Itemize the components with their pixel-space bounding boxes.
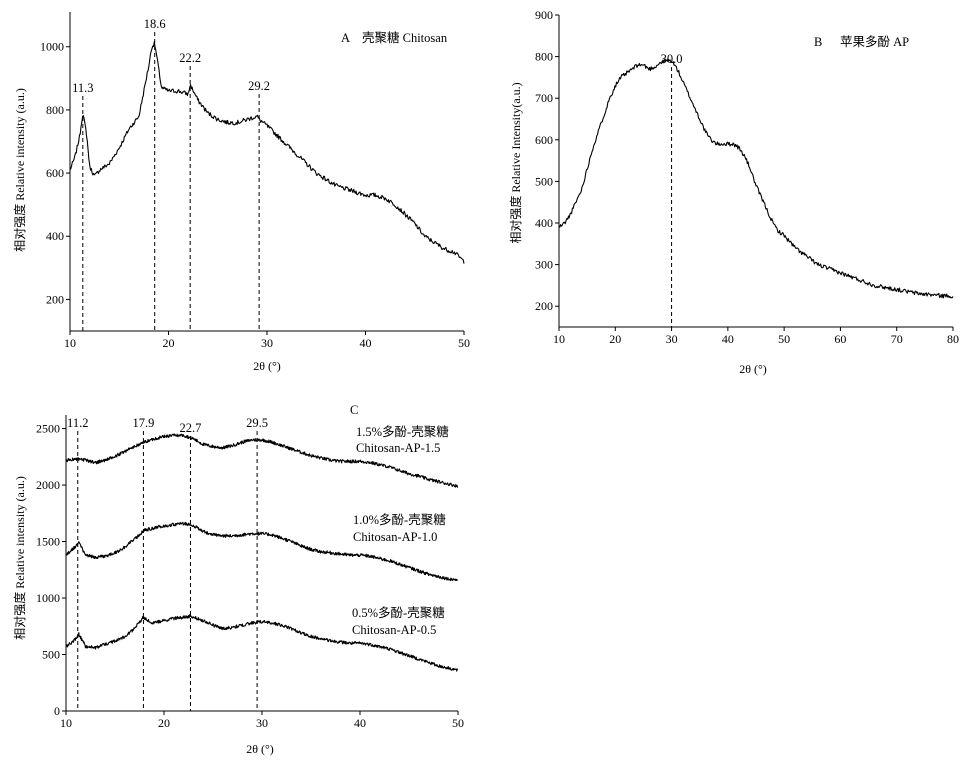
annotation-1-5-line1: 1.5%多酚-壳聚糖 <box>356 424 449 439</box>
y-tick-label: 200 <box>46 292 64 306</box>
x-tick-label: 60 <box>834 332 846 346</box>
annotation-1-5-line2: Chitosan-AP-1.5 <box>356 441 440 455</box>
panel-b-ylabel: 相对强度 Relative Intensity(a.u.) <box>508 82 523 243</box>
panel-b-plot: 10 20 30 40 50 60 70 80 200 300 400 500 600 700 800 900… <box>535 8 959 346</box>
x-tick-label: 10 <box>60 716 72 730</box>
y-tick-label: 800 <box>535 50 553 64</box>
y-tick-label: 400 <box>46 229 64 243</box>
y-tick-label: 700 <box>535 91 553 105</box>
x-tick-label: 40 <box>360 336 372 350</box>
series-line-panel-b <box>558 58 954 299</box>
y-tick-label: 1000 <box>36 591 60 605</box>
panel-c-label: C <box>350 403 358 417</box>
x-tick-label: 20 <box>609 332 621 346</box>
panel-c-xlabel: 2θ (°) <box>246 742 274 756</box>
x-tick-label: 10 <box>64 336 76 350</box>
panel-a-ylabel: 相对强度 Relative intensity (a.u.) <box>12 88 27 252</box>
panel-a: 相对强度 Relative intensity (a.u.) 2θ (°) A … <box>12 12 470 373</box>
x-tick-label: 20 <box>158 716 170 730</box>
annotation-1-0-line2: Chitosan-AP-1.0 <box>353 530 437 544</box>
panel-a-title: 壳聚糖 Chitosan <box>362 30 448 45</box>
peak-label: 29.5 <box>246 416 268 430</box>
panel-a-label: A <box>341 31 350 45</box>
y-tick-label: 500 <box>42 648 60 662</box>
x-tick-label: 40 <box>354 716 366 730</box>
x-tick-label: 30 <box>256 716 268 730</box>
x-tick-label: 10 <box>553 332 565 346</box>
x-tick-label: 40 <box>722 332 734 346</box>
peak-label: 18.6 <box>144 17 166 31</box>
peak-label: 22.7 <box>180 421 202 435</box>
peak-label: 11.3 <box>72 81 93 95</box>
x-tick-label: 50 <box>778 332 790 346</box>
annotation-0-5-line2: Chitosan-AP-0.5 <box>352 623 436 637</box>
peak-label: 29.2 <box>248 79 270 93</box>
x-tick-label: 50 <box>458 336 470 350</box>
x-tick-label: 30 <box>666 332 678 346</box>
annotation-0-5-line1: 0.5%多酚-壳聚糖 <box>352 605 445 620</box>
x-tick-label: 70 <box>891 332 903 346</box>
y-tick-label: 500 <box>535 174 553 188</box>
x-tick-label: 30 <box>261 336 273 350</box>
series-line-chitosan-ap-1.0 <box>65 521 458 582</box>
peak-label: 30.0 <box>661 52 683 66</box>
peak-label: 11.2 <box>67 416 88 430</box>
panel-a-plot: 10 20 30 40 50 200 400 600 800 1000 11.3 18.6 22.2 29… <box>40 12 470 350</box>
x-tick-label: 80 <box>947 332 959 346</box>
y-tick-label: 300 <box>535 258 553 272</box>
panel-b-xlabel: 2θ (°) <box>739 362 767 376</box>
series-line-chitosan-ap-0.5 <box>65 614 459 672</box>
y-tick-label: 600 <box>46 166 64 180</box>
panel-b-label: B <box>814 35 822 49</box>
y-tick-label: 600 <box>535 133 553 147</box>
panel-a-xlabel: 2θ (°) <box>253 359 281 373</box>
peak-label: 17.9 <box>132 416 154 430</box>
peak-label: 22.2 <box>179 51 201 65</box>
series-line-panel-a <box>69 41 465 264</box>
panel-c-ylabel: 相对强度 Relative intensity (a.u.) <box>12 476 27 640</box>
panel-b-title: 苹果多酚 AP <box>840 35 909 49</box>
y-tick-label: 1000 <box>40 40 64 54</box>
annotation-1-0-line1: 1.0%多酚-壳聚糖 <box>353 512 446 527</box>
series-line-chitosan-ap-1.5 <box>65 433 459 488</box>
y-tick-label: 2000 <box>36 478 60 492</box>
y-tick-label: 200 <box>535 299 553 313</box>
x-tick-label: 50 <box>452 716 464 730</box>
x-tick-label: 20 <box>163 336 175 350</box>
y-tick-label: 2500 <box>36 422 60 436</box>
y-tick-label: 900 <box>535 8 553 22</box>
y-tick-label: 400 <box>535 216 553 230</box>
panel-c: 相对强度 Relative intensity (a.u.) 2θ (°) C … <box>12 403 464 756</box>
y-tick-label: 1500 <box>36 535 60 549</box>
y-tick-label: 800 <box>46 103 64 117</box>
panel-b: 相对强度 Relative Intensity(a.u.) 2θ (°) B 苹… <box>508 8 959 376</box>
y-tick-label: 0 <box>54 704 60 718</box>
